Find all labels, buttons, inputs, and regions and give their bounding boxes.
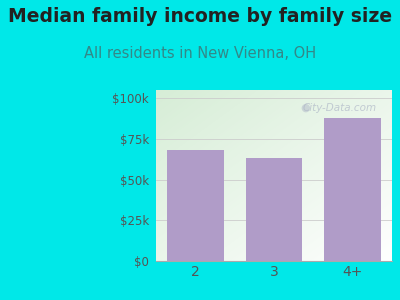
Text: All residents in New Vienna, OH: All residents in New Vienna, OH (84, 46, 316, 62)
Text: ●: ● (300, 103, 310, 112)
Text: Median family income by family size: Median family income by family size (8, 8, 392, 26)
Bar (324, 118, 381, 261)
Bar (167, 150, 224, 261)
Text: City-Data.com: City-Data.com (303, 103, 377, 112)
Bar (246, 158, 302, 261)
